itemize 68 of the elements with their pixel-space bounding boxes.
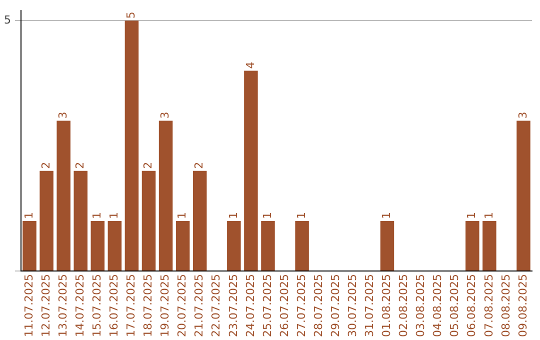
x-tick-label: 15.07.2025	[90, 274, 104, 338]
data-label: 1	[294, 212, 308, 219]
data-label: 1	[465, 212, 478, 219]
x-tick-label: 14.07.2025	[73, 274, 86, 338]
bar	[227, 220, 241, 271]
data-label: 2	[39, 162, 52, 169]
x-tick-label: 05.08.2025	[448, 274, 462, 338]
data-label: 1	[176, 212, 189, 219]
bar	[158, 120, 173, 271]
bar	[261, 220, 275, 271]
x-tick-label: 04.08.2025	[431, 274, 444, 338]
data-label: 1	[90, 212, 104, 219]
data-label: 1	[108, 212, 121, 219]
data-label: 1	[482, 212, 496, 219]
x-tick-label: 18.07.2025	[142, 274, 155, 338]
data-label: 1	[22, 212, 36, 219]
bar	[124, 20, 139, 271]
bar	[466, 220, 480, 271]
bar	[192, 170, 207, 271]
data-label: 4	[244, 62, 257, 69]
x-tick-label: 13.07.2025	[56, 274, 70, 338]
data-label: 2	[192, 162, 206, 169]
data-label: 1	[226, 212, 240, 219]
x-tick-label: 06.08.2025	[465, 274, 478, 338]
x-tick-label: 20.07.2025	[176, 274, 189, 338]
data-label: 1	[260, 212, 274, 219]
bar	[142, 170, 156, 271]
bar	[516, 120, 530, 271]
bar	[22, 220, 36, 271]
bar	[56, 120, 70, 271]
bar	[380, 220, 394, 271]
x-tick-label: 19.07.2025	[158, 274, 172, 338]
data-label: 3	[56, 112, 70, 119]
x-tick-label: 07.08.2025	[482, 274, 496, 338]
x-tick-label: 24.07.2025	[244, 274, 257, 338]
x-tick-label: 11.07.2025	[22, 274, 36, 338]
x-tick-label: 08.08.2025	[499, 274, 512, 338]
x-tick-label: 16.07.2025	[108, 274, 121, 338]
x-tick-label: 23.07.2025	[226, 274, 240, 338]
x-tick-label: 27.07.2025	[294, 274, 308, 338]
bar	[482, 220, 496, 271]
bar	[90, 220, 105, 271]
bar	[108, 220, 122, 271]
x-tick-label: 17.07.2025	[124, 274, 138, 338]
x-tick-label: 12.07.2025	[39, 274, 52, 338]
data-label: 2	[142, 162, 155, 169]
bar	[74, 170, 88, 271]
x-tick-label: 21.07.2025	[192, 274, 206, 338]
x-tick-label: 26.07.2025	[278, 274, 291, 338]
x-tick-label: 30.07.2025	[346, 274, 360, 338]
x-tick-label: 22.07.2025	[210, 274, 223, 338]
x-tick-label: 09.08.2025	[516, 274, 530, 338]
data-label: 5	[124, 12, 138, 19]
data-label: 2	[73, 162, 86, 169]
x-tick-label: 28.07.2025	[312, 274, 325, 338]
x-tick-label: 25.07.2025	[260, 274, 274, 338]
bar	[40, 170, 54, 271]
x-tick-label: 01.08.2025	[380, 274, 394, 338]
x-tick-label: 31.07.2025	[363, 274, 376, 338]
bar	[244, 70, 258, 271]
x-tick-label: 02.08.2025	[397, 274, 410, 338]
data-label: 1	[380, 212, 394, 219]
bar	[295, 220, 309, 271]
x-tick-label: 03.08.2025	[414, 274, 428, 338]
bar	[176, 220, 190, 271]
data-label: 3	[158, 112, 172, 119]
data-label: 3	[516, 112, 530, 119]
x-tick-label: 29.07.2025	[328, 274, 342, 338]
